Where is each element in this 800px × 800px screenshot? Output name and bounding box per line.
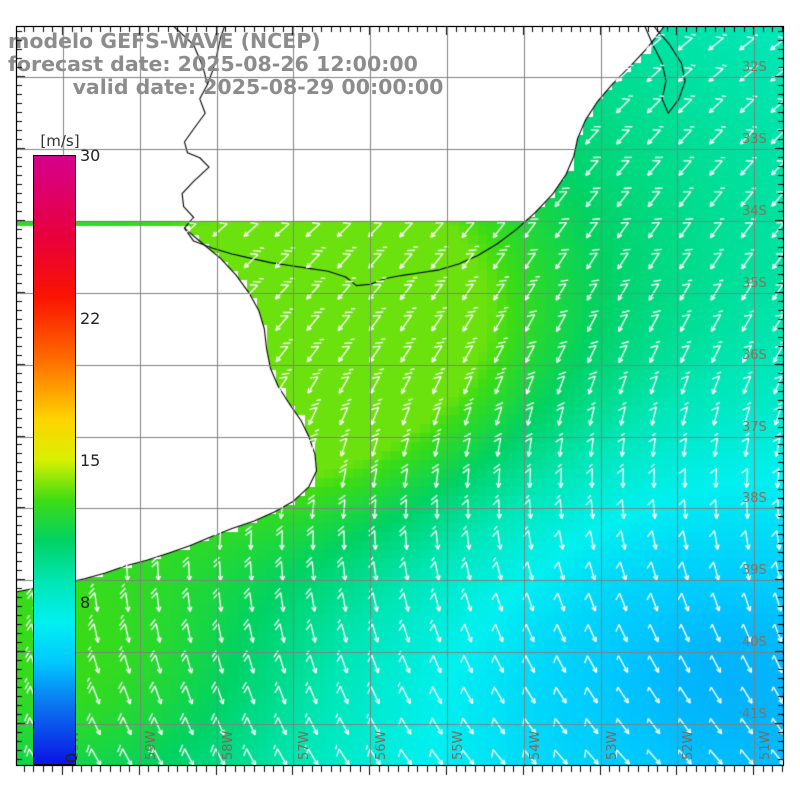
gridline-layer	[17, 27, 783, 765]
colorbar[interactable]	[33, 155, 76, 765]
lon-tick-59W: 59W	[143, 730, 159, 760]
lat-tick-41S: 41S	[742, 706, 767, 722]
lat-tick-36S: 36S	[742, 347, 767, 363]
lat-tick-33S: 33S	[742, 132, 767, 148]
lat-tick-34S: 34S	[742, 203, 767, 219]
lon-tick-52W: 52W	[681, 730, 697, 760]
lon-tick-53W: 53W	[604, 730, 620, 760]
lon-tick-51W: 51W	[758, 730, 774, 760]
lon-tick-56W: 56W	[374, 730, 390, 760]
colorbar-tick-15: 15	[80, 451, 101, 470]
lon-tick-57W: 57W	[297, 730, 313, 760]
colorbar-tick-30: 30	[80, 146, 101, 165]
lon-tick-58W: 58W	[220, 730, 236, 760]
colorbar-tick-22: 22	[80, 308, 101, 328]
lat-tick-32S: 32S	[742, 60, 767, 76]
lat-tick-35S: 35S	[742, 275, 767, 291]
colorbar-tick-0: 0	[62, 752, 81, 763]
lat-tick-39S: 39S	[742, 563, 767, 579]
lon-tick-55W: 55W	[451, 730, 467, 760]
lat-tick-40S: 40S	[742, 635, 767, 651]
map-plot-area[interactable]	[16, 26, 784, 766]
lon-tick-54W: 54W	[527, 730, 543, 760]
colorbar-tick-8: 8	[80, 593, 91, 613]
lat-tick-37S: 37S	[742, 419, 767, 435]
lat-tick-38S: 38S	[742, 491, 767, 507]
